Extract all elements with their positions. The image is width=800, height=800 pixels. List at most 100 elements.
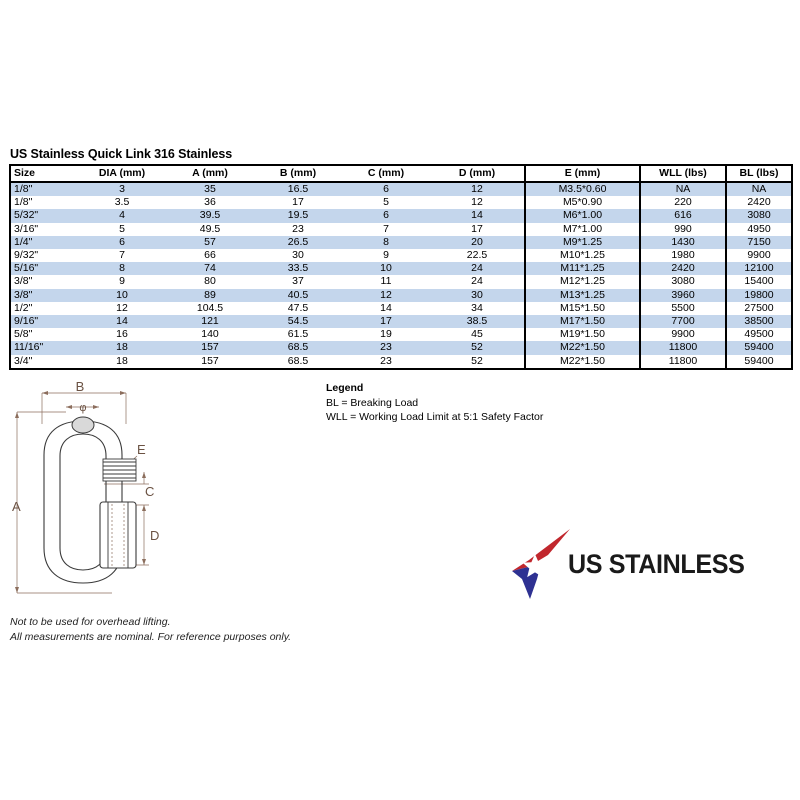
cell-size: 1/8": [10, 196, 78, 210]
cell-c: 11: [342, 275, 430, 289]
cell-size: 3/16": [10, 222, 78, 236]
table-row: 11/16" 18 157 68.5 23 52 M22*1.50 11800 59400: [10, 341, 792, 355]
cell-d: 12: [430, 196, 525, 210]
cell-wll: 7700: [639, 315, 726, 329]
cell-c: 23: [342, 341, 430, 355]
threaded-section: [102, 458, 137, 482]
cell-dia: 6: [78, 235, 166, 250]
cell-dia: 12: [78, 301, 166, 316]
cell-d: 22.5: [430, 249, 525, 263]
table-row: 3/4" 18 157 68.5 23 52 M22*1.50 11800 59400: [10, 354, 792, 369]
table-row: 1/2" 12 104.5 47.5 14 34 M15*1.50 5500 27500: [10, 301, 792, 316]
cell-e: M19*1.50: [524, 328, 640, 342]
cell-size: 1/4": [10, 235, 78, 250]
cell-wll: 9900: [639, 328, 726, 342]
spec-table-container: Size DIA (mm) A (mm) B (mm) C (mm) D (mm…: [9, 164, 793, 370]
legend-line-bl: BL = Breaking Load: [326, 396, 419, 409]
cell-c: 7: [342, 222, 430, 236]
cell-wll: NA: [639, 182, 726, 197]
table-row: 9/32" 7 66 30 9 22.5 M10*1.25 1980 9900: [10, 249, 792, 263]
cell-d: 12: [430, 182, 525, 197]
dimension-label-c: C: [145, 484, 154, 499]
cell-c: 5: [342, 196, 430, 210]
column-header-dia: DIA (mm): [78, 165, 166, 183]
logo-text: US STAINLESS: [568, 549, 745, 579]
cell-size: 3/4": [10, 354, 78, 369]
cell-b: 40.5: [254, 288, 342, 302]
column-header-c: C (mm): [342, 165, 430, 183]
cell-c: 9: [342, 249, 430, 263]
cell-size: 9/16": [10, 315, 78, 329]
cell-d: 34: [430, 301, 525, 316]
cell-d: 38.5: [430, 315, 525, 329]
cell-size: 3/8": [10, 288, 78, 302]
table-row: 9/16" 14 121 54.5 17 38.5 M17*1.50 7700 38500: [10, 315, 792, 329]
cell-b: 68.5: [254, 341, 342, 355]
cell-bl: 2420: [725, 196, 792, 210]
cell-a: 140: [166, 328, 254, 342]
cell-c: 6: [342, 182, 430, 197]
table-row: 5/16" 8 74 33.5 10 24 M11*1.25 2420 12100: [10, 262, 792, 276]
cell-b: 23: [254, 222, 342, 236]
cell-a: 39.5: [166, 209, 254, 223]
cell-c: 14: [342, 301, 430, 316]
cell-dia: 3.5: [78, 196, 166, 210]
cell-bl: 59400: [725, 341, 792, 355]
quick-link-technical-drawing: A B C D E φ: [12, 380, 159, 594]
cell-d: 24: [430, 275, 525, 289]
cell-c: 8: [342, 235, 430, 250]
legend-line-wll: WLL = Working Load Limit at 5:1 Safety F…: [326, 411, 544, 423]
cell-size: 3/8": [10, 275, 78, 289]
cell-dia: 3: [78, 182, 166, 197]
cell-wll: 3080: [639, 275, 726, 289]
column-header-e: E (mm): [524, 165, 640, 183]
cell-wll: 11800: [639, 354, 726, 369]
dimension-labels: A B C D E φ: [12, 380, 159, 543]
dimension-label-d: D: [150, 528, 159, 543]
cell-dia: 14: [78, 315, 166, 329]
disclaimer-line-2: All measurements are nominal. For refere…: [10, 630, 292, 643]
cell-bl: 49500: [725, 328, 792, 342]
cell-b: 37: [254, 275, 342, 289]
dimension-label-e: E: [137, 442, 146, 457]
cell-c: 23: [342, 354, 430, 369]
cell-d: 52: [430, 341, 525, 355]
cell-bl: 4950: [725, 222, 792, 236]
cell-d: 20: [430, 235, 525, 250]
cell-a: 66: [166, 249, 254, 263]
column-header-wll: WLL (lbs): [639, 165, 726, 183]
cell-e: M11*1.25: [524, 262, 640, 276]
cell-wll: 616: [639, 209, 726, 223]
disclaimer: Not to be used for overhead lifting. All…: [10, 615, 291, 644]
cell-a: 157: [166, 354, 254, 369]
cell-c: 19: [342, 328, 430, 342]
cell-c: 17: [342, 315, 430, 329]
cell-e: M3.5*0.60: [524, 182, 640, 197]
cell-b: 19.5: [254, 209, 342, 223]
cell-a: 35: [166, 182, 254, 197]
cell-dia: 7: [78, 249, 166, 263]
cell-a: 121: [166, 315, 254, 329]
cell-c: 6: [342, 209, 430, 223]
cell-b: 33.5: [254, 262, 342, 276]
cell-d: 17: [430, 222, 525, 236]
table-row: 1/8" 3 35 16.5 6 12 M3.5*0.60 NA NA: [10, 182, 792, 197]
disclaimer-line-1: Not to be used for overhead lifting.: [10, 616, 171, 628]
column-header-bl: BL (lbs): [725, 165, 792, 183]
cell-bl: 7150: [725, 235, 792, 250]
cell-e: M22*1.50: [524, 341, 640, 355]
cell-dia: 8: [78, 262, 166, 276]
column-header-size: Size: [10, 165, 78, 183]
table-row: 1/4" 6 57 26.5 8 20 M9*1.25 1430 7150: [10, 235, 792, 250]
cell-a: 36: [166, 196, 254, 210]
cell-d: 30: [430, 288, 525, 302]
cell-wll: 2420: [639, 262, 726, 276]
cell-wll: 3960: [639, 288, 726, 302]
cell-wll: 220: [639, 196, 726, 210]
cell-wll: 1430: [639, 235, 726, 250]
cell-e: M7*1.00: [524, 222, 640, 236]
legend: Legend BL = Breaking Load WLL = Working …: [326, 381, 543, 425]
cell-wll: 1980: [639, 249, 726, 263]
cell-c: 10: [342, 262, 430, 276]
